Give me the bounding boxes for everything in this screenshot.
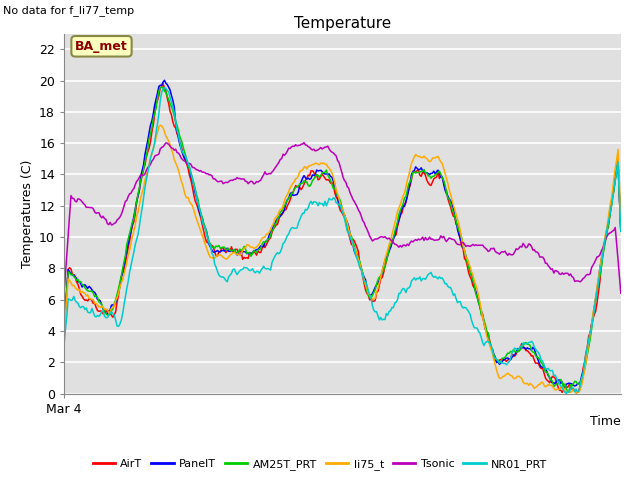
Tsonic (300, 140, 308, 145)
li75_t (463, 256, 471, 262)
AirT (127, 229, 135, 235)
li75_t (243, 242, 251, 248)
Tsonic (412, 237, 419, 242)
li75_t (156, 122, 164, 128)
AirT (159, 81, 167, 86)
NR01_PRT (412, 277, 419, 283)
Tsonic (467, 243, 474, 249)
AirT (60, 327, 68, 333)
Title: Temperature: Temperature (294, 16, 391, 31)
AM25T_PRT (243, 251, 251, 256)
Line: AM25T_PRT: AM25T_PRT (64, 87, 621, 392)
AM25T_PRT (617, 228, 625, 233)
Tsonic (281, 153, 289, 158)
NR01_PRT (127, 263, 135, 268)
NR01_PRT (617, 228, 625, 234)
li75_t (467, 264, 474, 270)
NR01_PRT (282, 236, 290, 242)
AirT (412, 170, 419, 176)
Line: AirT: AirT (64, 84, 621, 393)
AirT (243, 255, 251, 261)
Tsonic (60, 292, 68, 298)
Line: li75_t: li75_t (64, 125, 621, 393)
Line: NR01_PRT: NR01_PRT (64, 88, 621, 394)
PanelT (243, 251, 251, 256)
AM25T_PRT (467, 269, 474, 275)
PanelT (60, 328, 68, 334)
Y-axis label: Temperatures (C): Temperatures (C) (20, 159, 33, 268)
NR01_PRT (467, 312, 474, 317)
Text: Time: Time (590, 415, 621, 428)
AM25T_PRT (60, 326, 68, 332)
PanelT (161, 77, 168, 83)
NR01_PRT (243, 265, 251, 271)
PanelT (617, 228, 625, 234)
NR01_PRT (161, 85, 168, 91)
li75_t (617, 221, 625, 227)
AM25T_PRT (127, 225, 135, 231)
PanelT (412, 164, 419, 170)
Text: BA_met: BA_met (75, 40, 128, 53)
AirT (617, 228, 625, 233)
li75_t (282, 194, 290, 200)
Line: Tsonic: Tsonic (64, 143, 621, 295)
Text: No data for f_li77_temp: No data for f_li77_temp (3, 5, 134, 16)
AirT (282, 207, 290, 213)
li75_t (60, 333, 68, 338)
NR01_PRT (60, 343, 68, 348)
Tsonic (241, 179, 249, 184)
Tsonic (463, 243, 471, 249)
AirT (463, 263, 471, 269)
AM25T_PRT (463, 260, 471, 266)
AM25T_PRT (158, 84, 166, 90)
NR01_PRT (463, 307, 471, 312)
li75_t (412, 152, 419, 157)
AM25T_PRT (564, 389, 572, 395)
PanelT (282, 201, 290, 207)
AirT (467, 274, 474, 280)
AirT (572, 390, 580, 396)
Legend: AirT, PanelT, AM25T_PRT, li75_t, Tsonic, NR01_PRT: AirT, PanelT, AM25T_PRT, li75_t, Tsonic,… (88, 455, 552, 474)
Line: PanelT: PanelT (64, 80, 621, 387)
AM25T_PRT (282, 200, 290, 205)
Tsonic (127, 191, 135, 196)
Tsonic (617, 290, 625, 296)
NR01_PRT (563, 391, 570, 396)
PanelT (561, 384, 569, 390)
PanelT (127, 228, 135, 234)
li75_t (127, 240, 135, 246)
PanelT (467, 268, 474, 274)
PanelT (463, 257, 471, 263)
li75_t (572, 390, 580, 396)
AM25T_PRT (412, 170, 419, 176)
